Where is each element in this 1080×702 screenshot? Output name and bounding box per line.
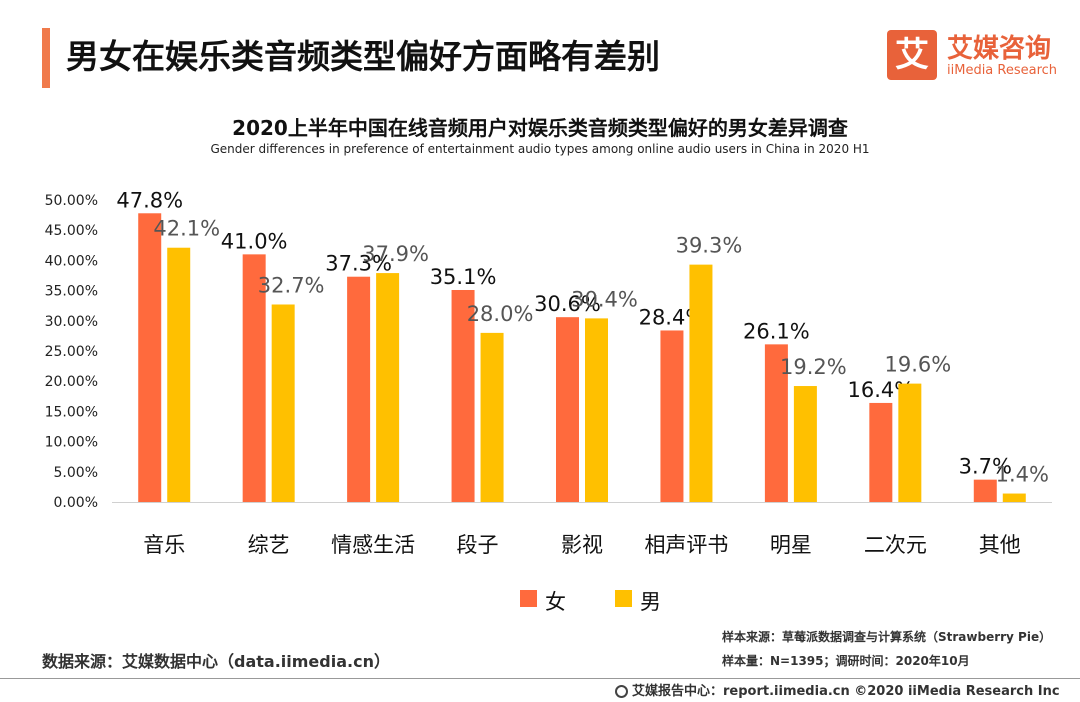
legend-label-female: 女 (545, 590, 566, 614)
bar-chart: 0.00% 5.00% 10.00% 15.00% 20.00% 25.00% 30.00%… (45, 188, 1052, 557)
bar-female (869, 402, 893, 502)
data-label-male: 19.6% (884, 353, 951, 377)
data-label-male: 1.4% (996, 463, 1049, 487)
data-label-female: 37.3% (325, 252, 392, 276)
x-tick-label: 明星 (770, 533, 812, 557)
x-tick-label: 段子 (457, 533, 499, 557)
sample-source: 样本来源：草莓派数据调查与计算系统（Strawberry Pie） (722, 630, 1052, 644)
x-tick-label: 二次元 (864, 533, 927, 557)
bar-female (973, 479, 997, 502)
logo-name-cn: 艾媒咨询 (947, 34, 1052, 64)
data-label-male: 28.0% (467, 302, 534, 326)
legend-label-male: 男 (640, 590, 661, 614)
bar-male (689, 264, 713, 502)
logo-mark-icon: 艾 (887, 30, 937, 80)
x-tick-label: 综艺 (248, 533, 290, 557)
bar-male (271, 304, 295, 502)
y-tick-label: 30.00% (45, 314, 98, 330)
y-tick-label: 20.00% (45, 374, 98, 390)
bar-female (451, 289, 475, 502)
data-label-male: 39.3% (676, 234, 743, 258)
y-tick-label: 5.00% (54, 465, 98, 481)
x-tick-label: 音乐 (143, 533, 185, 557)
y-tick-label: 35.00% (45, 284, 98, 300)
footer-divider (0, 678, 1080, 679)
data-label-male: 42.1% (153, 217, 220, 241)
y-tick-label: 45.00% (45, 223, 98, 239)
y-tick-label: 15.00% (45, 404, 98, 420)
bar-female (660, 330, 684, 502)
x-tick-label: 影视 (561, 533, 603, 557)
bar-male (376, 273, 400, 502)
footer-credit-text: 艾媒报告中心：report.iimedia.cn ©2020 iiMedia R… (632, 684, 1060, 699)
x-tick-label: 其他 (979, 533, 1021, 557)
report-center-icon (615, 685, 628, 698)
y-tick-label: 0.00% (54, 495, 98, 511)
footer-credit: 艾媒报告中心：report.iimedia.cn ©2020 iiMedia R… (615, 680, 1060, 699)
data-label-female: 47.8% (116, 188, 183, 212)
bar-male (585, 318, 608, 502)
bar-female (138, 213, 162, 502)
legend-swatch-male (615, 590, 632, 607)
legend-swatch-female (520, 590, 537, 607)
data-label-female: 41.0% (221, 229, 288, 253)
data-label-male: 32.7% (258, 273, 325, 297)
bar-female (764, 344, 788, 502)
data-label-female: 30.6% (534, 292, 601, 316)
y-tick-label: 40.00% (45, 253, 98, 269)
bar-male (898, 383, 922, 502)
data-label-female: 35.1% (430, 265, 497, 289)
y-tick-label: 10.00% (45, 435, 98, 451)
data-label-male: 19.2% (780, 355, 847, 379)
sample-size: 样本量：N=1395；调研时间：2020年10月 (722, 654, 970, 668)
data-label-female: 26.1% (743, 319, 810, 343)
y-tick-label: 50.00% (45, 193, 98, 209)
chart-title: 2020上半年中国在线音频用户对娱乐类音频类型偏好的男女差异调查 (232, 116, 848, 140)
brand-logo: 艾 艾媒咨询 iiMedia Research (887, 30, 1067, 84)
data-label-female: 3.7% (959, 455, 1012, 479)
bar-female (556, 317, 579, 502)
bar-male (793, 386, 817, 502)
data-source: 数据来源：艾媒数据中心（data.iimedia.cn） (42, 652, 390, 671)
data-label-male: 37.9% (362, 242, 429, 266)
logo-name-en: iiMedia Research (947, 63, 1058, 78)
bar-male (480, 332, 504, 502)
x-tick-label: 情感生活 (331, 533, 415, 557)
x-tick-label: 相声评书 (644, 533, 728, 557)
y-tick-label: 25.00% (45, 344, 98, 360)
bar-male (1002, 493, 1026, 502)
bar-female (242, 254, 266, 502)
bar-female (347, 276, 371, 502)
data-label-male: 30.4% (571, 287, 638, 311)
title-accent-bar (42, 28, 50, 88)
page-title: 男女在娱乐类音频类型偏好方面略有差别 (66, 37, 660, 76)
bar-male (167, 247, 191, 502)
chart-subtitle: Gender differences in preference of ente… (210, 142, 870, 156)
